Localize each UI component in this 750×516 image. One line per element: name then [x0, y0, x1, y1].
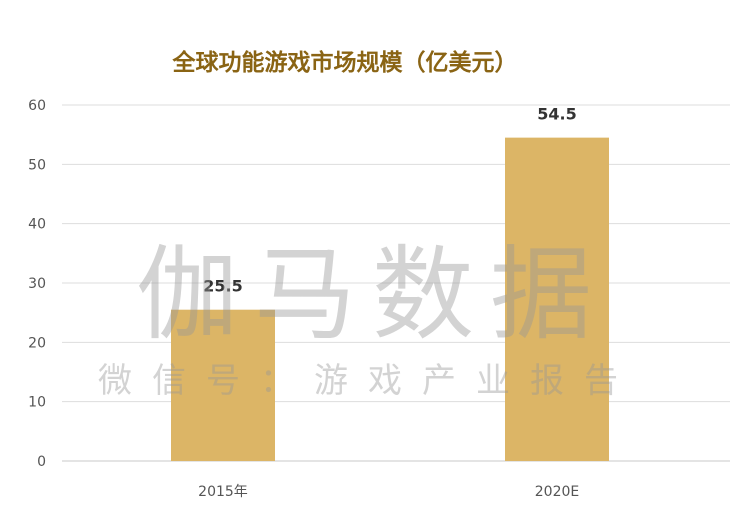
x-category-label: 2015年 — [198, 484, 248, 500]
y-tick-label: 40 — [28, 217, 46, 233]
y-tick-label: 60 — [28, 98, 46, 114]
y-tick-label: 30 — [28, 276, 46, 292]
data-labels: 25.5 54.5 — [203, 105, 576, 296]
y-tick-label: 20 — [28, 335, 46, 351]
x-axis-categories: 2015年 2020E — [198, 484, 579, 500]
chart-title: 全球功能游戏市场规模（亿美元） — [172, 49, 518, 76]
bar — [171, 309, 275, 461]
data-label: 54.5 — [537, 105, 576, 124]
bar — [505, 137, 609, 461]
bars — [171, 137, 609, 461]
y-tick-label: 10 — [28, 395, 46, 411]
y-tick-label: 50 — [28, 157, 46, 173]
y-tick-label: 0 — [37, 454, 46, 470]
y-axis-ticks: 0 10 20 30 40 50 60 — [28, 98, 46, 470]
x-category-label: 2020E — [535, 484, 579, 500]
data-label: 25.5 — [203, 277, 242, 296]
watermark-main: 伽马数据 — [136, 236, 608, 355]
watermark-sub: 微信号：游戏产业报告 — [98, 361, 638, 401]
